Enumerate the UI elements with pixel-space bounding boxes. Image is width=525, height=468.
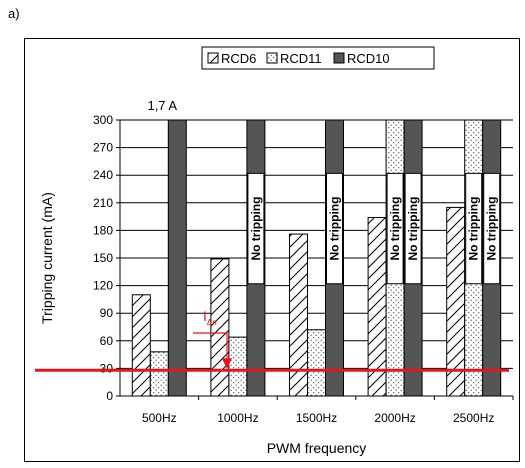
no-tripping-label: No tripping [249, 197, 263, 261]
no-tripping-label: No tripping [328, 197, 342, 261]
no-tripping-label: No tripping [485, 197, 499, 261]
y-tick-label: 60 [100, 334, 114, 348]
no-tripping-label: No tripping [406, 197, 420, 261]
bar-rcd11 [228, 336, 248, 397]
x-tick-label: 2000Hz [374, 411, 415, 425]
legend-swatch-rcd6 [207, 52, 219, 64]
bar-rcd6 [131, 294, 151, 397]
legend-label-rcd11: RCD11 [280, 51, 322, 66]
y-tick-label: 270 [93, 141, 113, 155]
y-tick-label: 300 [93, 113, 113, 127]
no-tripping-box [465, 172, 483, 285]
no-tripping-box [483, 172, 501, 285]
x-tick-label: 1000Hz [217, 411, 258, 425]
y-tick-label: 210 [93, 196, 113, 210]
figure-label: a) [8, 6, 20, 21]
annotation-1-7a: 1,7 A [147, 98, 177, 113]
bar-rcd10 [167, 119, 187, 397]
legend-label-rcd10: RCD10 [347, 51, 390, 66]
y-tick-label: 150 [93, 251, 113, 265]
y-tick-label: 180 [93, 223, 113, 237]
chart-frame: RCD6 RCD11 RCD10 No tripping No tripping No … [24, 38, 520, 462]
y-tick-label: 240 [93, 168, 113, 182]
y-axis-title: Tripping current (mA) [39, 192, 55, 324]
x-tick-label: 500Hz [142, 411, 177, 425]
bar-rcd6 [210, 258, 230, 397]
legend-swatch-rcd10 [333, 52, 345, 64]
no-tripping-box [386, 172, 404, 285]
bars: No tripping No tripping No tripping No trip… [131, 119, 502, 397]
no-tripping-label: No tripping [388, 197, 402, 261]
legend-swatch-rcd11 [266, 52, 278, 64]
chart: RCD6 RCD11 RCD10 No tripping No tripping No … [35, 46, 514, 456]
y-tick-label: 90 [100, 306, 114, 320]
axes: 0 30 60 90 120 150 180 210 240 270 300 Tripping cur… [39, 113, 514, 456]
x-tick-label: 2500Hz [453, 411, 494, 425]
legend-box [201, 46, 435, 70]
bar-rcd6 [446, 206, 466, 397]
legend: RCD6 RCD11 RCD10 [201, 46, 435, 70]
annotations: 1,7 A IΔn [35, 98, 509, 372]
reference-line-pointer [193, 332, 228, 363]
x-axis-title: PWM frequency [267, 440, 367, 456]
no-tripping-label: No tripping [467, 197, 481, 261]
no-tripping-box [326, 172, 343, 285]
y-tick-label: 0 [106, 389, 113, 403]
bar-rcd11 [307, 329, 326, 397]
no-tripping-box [404, 172, 422, 285]
reference-line-arrowhead [222, 358, 232, 370]
y-tick-label: 120 [93, 279, 113, 293]
legend-label-rcd6: RCD6 [221, 51, 256, 66]
x-tick-label: 1500Hz [296, 411, 337, 425]
bar-rcd11 [149, 351, 169, 397]
y-tick-label: 30 [100, 361, 114, 375]
reference-line-label: IΔn [203, 308, 217, 327]
no-tripping-box [247, 172, 265, 285]
